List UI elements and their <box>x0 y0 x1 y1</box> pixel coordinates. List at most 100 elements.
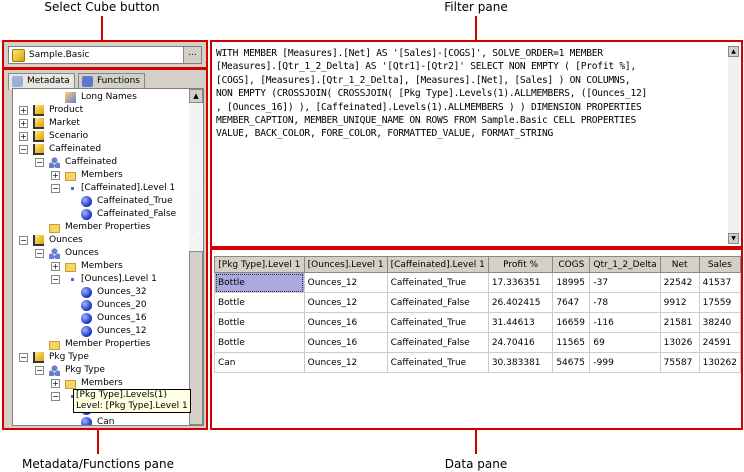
tree-item[interactable]: − <box>13 390 189 403</box>
collapse-icon[interactable]: − <box>19 236 28 245</box>
grid-cell[interactable]: 31.44613 <box>487 312 554 333</box>
grid-cell[interactable]: Ounces_12 <box>303 352 388 373</box>
expand-icon[interactable]: + <box>51 171 60 180</box>
tree-item[interactable]: + Members <box>13 377 189 390</box>
grid-cell[interactable]: 16659 <box>552 312 591 333</box>
tree-item[interactable]: + Product <box>13 104 189 117</box>
grid-cell[interactable]: 130262 <box>698 352 742 373</box>
grid-cell[interactable]: Ounces_16 <box>303 312 388 333</box>
grid-cell[interactable]: Ounces_12 <box>303 272 388 293</box>
tree-item[interactable]: + Members <box>13 260 189 273</box>
expand-icon[interactable]: + <box>19 106 28 115</box>
filter-scrollbar[interactable]: ▲ ▼ <box>728 46 739 244</box>
grid-cell[interactable]: 9912 <box>659 292 700 313</box>
grid-cell[interactable]: 11565 <box>552 332 591 353</box>
grid-cell[interactable]: 21581 <box>659 312 700 333</box>
mdx-query-text[interactable]: WITH MEMBER [Measures].[Net] AS '[Sales]… <box>216 47 647 141</box>
grid-cell[interactable]: -116 <box>589 312 661 333</box>
tree-item[interactable]: Member Properties <box>13 338 189 351</box>
tree-item[interactable]: − Pkg Type <box>13 351 189 364</box>
grid-cell[interactable]: Bottle <box>214 312 305 333</box>
grid-cell[interactable]: 54675 <box>552 352 591 373</box>
grid-cell[interactable]: Caffeinated_True <box>386 272 489 293</box>
collapse-icon[interactable]: − <box>35 249 44 258</box>
tree-item[interactable]: − Pkg Type <box>13 364 189 377</box>
tree-item[interactable]: Ounces_32 <box>13 286 189 299</box>
scroll-down-icon[interactable]: ▼ <box>728 233 739 244</box>
grid-cell[interactable]: Caffeinated_False <box>386 292 489 313</box>
grid-cell[interactable]: -78 <box>589 292 661 313</box>
grid-cell[interactable]: 75587 <box>659 352 700 373</box>
tree-item[interactable]: Long Names <box>13 91 189 104</box>
column-header[interactable]: [Ounces].Level 1 <box>303 256 388 273</box>
tree-item[interactable]: Ounces_12 <box>13 325 189 338</box>
cube-selector[interactable]: Sample.Basic ... <box>8 46 202 64</box>
tree-item[interactable]: Can <box>13 416 189 425</box>
collapse-icon[interactable]: − <box>51 184 60 193</box>
tree-item[interactable]: + Market <box>13 117 189 130</box>
tab-functions[interactable]: Functions <box>78 73 145 89</box>
grid-cell[interactable]: Caffeinated_True <box>386 352 489 373</box>
column-header[interactable]: Net <box>659 256 700 273</box>
tree-item[interactable]: Ounces_20 <box>13 299 189 312</box>
collapse-icon[interactable]: − <box>19 145 28 154</box>
grid-cell[interactable]: 13026 <box>659 332 700 353</box>
grid-cell[interactable]: 17559 <box>698 292 742 313</box>
collapse-icon[interactable]: − <box>35 158 44 167</box>
filter-pane[interactable]: WITH MEMBER [Measures].[Net] AS '[Sales]… <box>210 40 743 248</box>
expand-icon[interactable]: + <box>19 132 28 141</box>
tab-metadata[interactable]: Metadata <box>8 73 75 90</box>
tree-item[interactable]: Caffeinated_False <box>13 208 189 221</box>
tree-item[interactable]: + Members <box>13 169 189 182</box>
grid-cell[interactable]: 7647 <box>552 292 591 313</box>
tree-item[interactable]: Ounces_16 <box>13 312 189 325</box>
column-header[interactable]: [Caffeinated].Level 1 <box>386 256 489 273</box>
tree-item[interactable]: − Ounces <box>13 234 189 247</box>
tree-item[interactable]: − [Caffeinated].Level 1 <box>13 182 189 195</box>
collapse-icon[interactable]: − <box>51 275 60 284</box>
grid-cell[interactable]: Bottle <box>214 332 305 353</box>
collapse-icon[interactable]: − <box>19 353 28 362</box>
tree-item[interactable]: − Caffeinated <box>13 143 189 156</box>
grid-cell[interactable]: Ounces_16 <box>303 332 388 353</box>
grid-cell[interactable]: 26.402415 <box>487 292 554 313</box>
grid-cell[interactable]: 24.70416 <box>487 332 554 353</box>
tree-item[interactable]: − Caffeinated <box>13 156 189 169</box>
collapse-icon[interactable]: − <box>35 366 44 375</box>
tree-item[interactable]: − Ounces <box>13 247 189 260</box>
tree-item[interactable]: Member Properties <box>13 221 189 234</box>
grid-cell[interactable]: Caffeinated_False <box>386 332 489 353</box>
grid-cell[interactable]: Can <box>214 352 305 373</box>
grid-cell[interactable]: -37 <box>589 272 661 293</box>
tree-scrollbar[interactable]: ▲ <box>189 89 203 425</box>
select-cube-button[interactable]: ... <box>183 47 201 63</box>
grid-cell[interactable]: 38240 <box>698 312 742 333</box>
expand-icon[interactable]: + <box>19 119 28 128</box>
grid-cell[interactable]: 18995 <box>552 272 591 293</box>
grid-cell[interactable]: 17.336351 <box>487 272 554 293</box>
expand-icon[interactable]: + <box>51 262 60 271</box>
grid-cell[interactable]: Bottle <box>214 272 305 293</box>
grid-cell[interactable]: 41537 <box>698 272 742 293</box>
grid-cell[interactable]: Caffeinated_True <box>386 312 489 333</box>
column-header[interactable]: COGS <box>552 256 591 273</box>
collapse-icon[interactable]: − <box>51 392 60 401</box>
grid-cell[interactable]: 24591 <box>698 332 742 353</box>
grid-cell[interactable]: -999 <box>589 352 661 373</box>
tree-item[interactable]: Caffeinated_True <box>13 195 189 208</box>
column-header[interactable]: Qtr_1_2_Delta <box>589 256 661 273</box>
column-header[interactable]: Profit % <box>487 256 554 273</box>
column-header[interactable]: Sales <box>698 256 742 273</box>
tree-item[interactable]: + Scenario <box>13 130 189 143</box>
scroll-thumb[interactable] <box>189 251 203 425</box>
column-header[interactable]: [Pkg Type].Level 1 <box>214 256 305 273</box>
grid-cell[interactable]: 69 <box>589 332 661 353</box>
scroll-up-icon[interactable]: ▲ <box>728 46 739 57</box>
tree-item[interactable]: − [Ounces].Level 1 <box>13 273 189 286</box>
grid-cell[interactable]: 30.383381 <box>487 352 554 373</box>
scroll-up-icon[interactable]: ▲ <box>189 89 203 103</box>
expand-icon[interactable]: + <box>51 379 60 388</box>
grid-cell[interactable]: Ounces_12 <box>303 292 388 313</box>
grid-cell[interactable]: 22542 <box>659 272 700 293</box>
grid-cell[interactable]: Bottle <box>214 292 305 313</box>
